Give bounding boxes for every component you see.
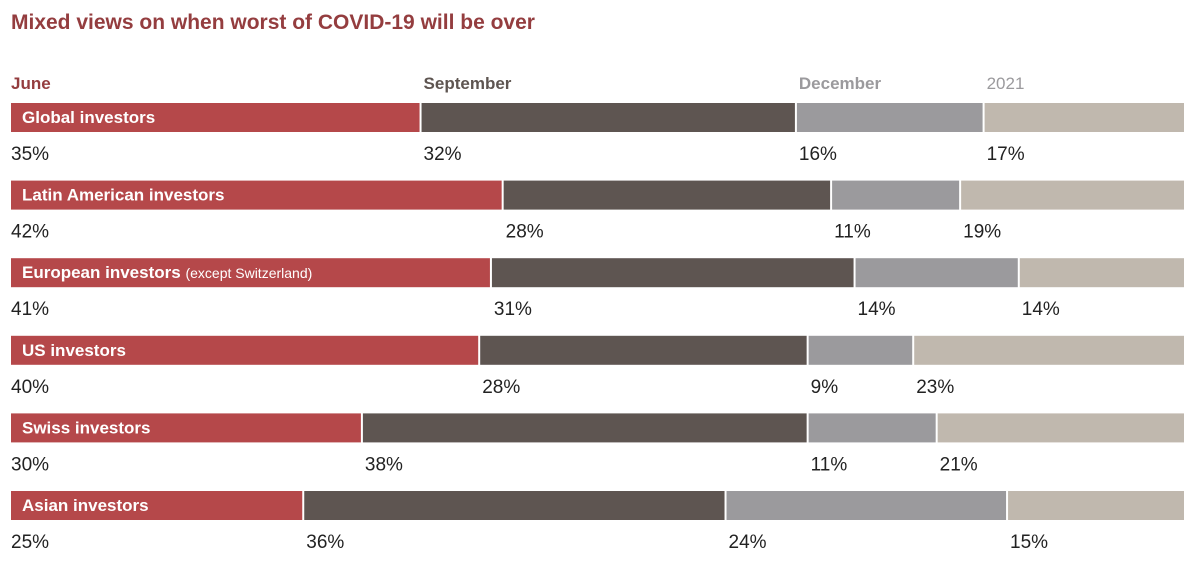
bar-segment-june — [11, 335, 479, 365]
value-label-2021: 23% — [916, 377, 954, 398]
bar-segment-2021 — [961, 180, 1184, 210]
chart-title: Mixed views on when worst of COVID-19 wi… — [11, 11, 535, 34]
bar-segment-september — [421, 103, 795, 132]
bar-row-latin-american-investors: 42% 28% 11% 19% Latin American investors — [11, 180, 1184, 243]
value-label-december: 11% — [811, 454, 848, 475]
bar-segment-december — [855, 258, 1018, 288]
bar-row-us-investors: 40% 28% 9% 23% US investors — [11, 335, 1184, 398]
value-label-2021: 15% — [1010, 532, 1048, 553]
value-label-december: 16% — [799, 144, 837, 165]
value-label-june: 35% — [11, 144, 49, 165]
value-label-june: 30% — [11, 454, 49, 475]
bar-segment-september — [491, 258, 854, 288]
bar-row-swiss-investors: 30% 38% 11% 21% Swiss investors — [11, 413, 1184, 475]
bar-row-asian-investors: 25% 36% 24% 15% Asian investors — [11, 491, 1184, 553]
legend: June September December 2021 — [11, 74, 1024, 93]
category-note: (except Switzerland) — [185, 265, 312, 281]
value-label-september: 32% — [424, 144, 462, 165]
bar-segment-december — [726, 491, 1007, 520]
value-label-2021: 17% — [987, 144, 1025, 165]
bar-segment-december — [832, 180, 960, 210]
category-label: US investors — [22, 341, 126, 360]
value-label-september: 36% — [306, 532, 344, 553]
category-label: Swiss investors — [22, 418, 151, 437]
bar-segment-june — [11, 258, 490, 288]
bar-segment-june — [11, 491, 303, 520]
legend-item-september: September — [424, 74, 512, 93]
value-label-september: 38% — [365, 454, 403, 475]
value-label-june: 42% — [11, 222, 49, 243]
legend-item-2021: 2021 — [987, 74, 1025, 93]
bar-segment-september — [304, 491, 725, 520]
bar-segment-2021 — [984, 103, 1184, 132]
bar-segment-december — [808, 413, 936, 443]
category-label: European investors (except Switzerland) — [22, 263, 312, 282]
value-label-2021: 14% — [1022, 299, 1060, 320]
value-label-september: 28% — [506, 222, 544, 243]
value-label-2021: 19% — [963, 222, 1001, 243]
bar-segment-2021 — [1008, 491, 1184, 520]
bar-row-global-investors: 35% 32% 16% 17% Global investors — [11, 103, 1184, 165]
value-label-december: 9% — [811, 377, 839, 398]
value-label-2021: 21% — [940, 454, 978, 475]
category-label: Global investors — [22, 108, 155, 127]
legend-item-december: December — [799, 74, 882, 93]
bar-segment-june — [11, 103, 420, 132]
value-label-december: 11% — [834, 222, 871, 243]
bar-segment-september — [362, 413, 807, 443]
bars-group: 35% 32% 16% 17% Global investors 42% 28% 11% 19%… — [11, 103, 1184, 553]
bar-segment-september — [503, 180, 831, 210]
bar-row-european-investors: 41% 31% 14% 14% European investors (except S… — [11, 258, 1184, 320]
value-label-september: 28% — [482, 377, 520, 398]
value-label-september: 31% — [494, 299, 532, 320]
bar-segment-june — [11, 180, 502, 210]
category-label: Latin American investors — [22, 186, 225, 205]
value-label-december: 24% — [729, 532, 767, 553]
value-label-december: 14% — [858, 299, 896, 320]
bar-segment-june — [11, 413, 361, 443]
bar-segment-2021 — [914, 335, 1184, 365]
legend-item-june: June — [11, 74, 51, 93]
bar-segment-2021 — [937, 413, 1184, 443]
bar-segment-december — [796, 103, 983, 132]
value-label-june: 40% — [11, 377, 49, 398]
value-label-june: 41% — [11, 299, 49, 320]
bar-segment-september — [480, 335, 807, 365]
bar-segment-december — [808, 335, 913, 365]
value-label-june: 25% — [11, 532, 49, 553]
category-label: Asian investors — [22, 496, 149, 515]
bar-segment-2021 — [1019, 258, 1184, 288]
